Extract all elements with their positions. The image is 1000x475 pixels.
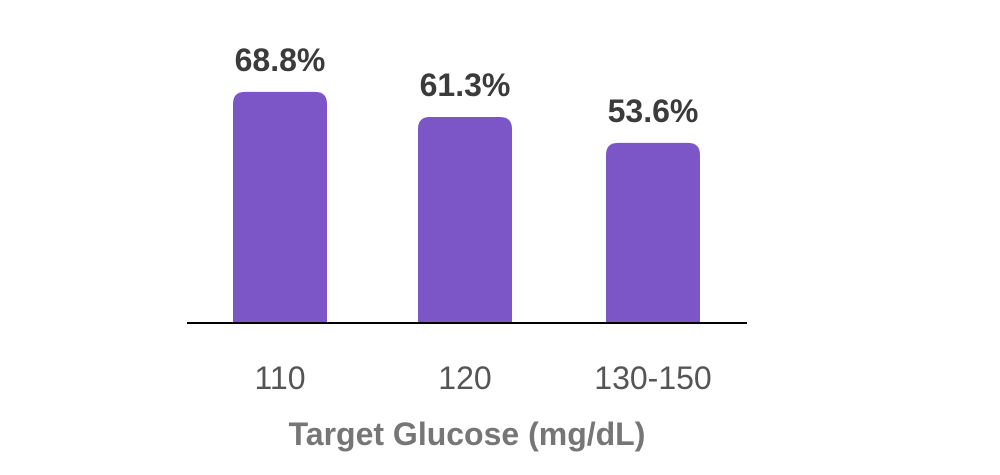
value-labels-group: 68.8% 61.3% 53.6% — [235, 42, 699, 129]
bar-110 — [233, 91, 327, 323]
x-tick-label-110: 110 — [254, 360, 305, 396]
x-axis-title: Target Glucose (mg/dL) — [289, 416, 646, 452]
x-tick-labels-group: 110 120 130-150 — [254, 360, 711, 396]
data-label-120: 61.3% — [420, 67, 511, 103]
bars-group — [233, 91, 700, 323]
data-label-110: 68.8% — [235, 42, 326, 78]
x-tick-label-130-150: 130-150 — [594, 360, 711, 396]
data-label-130-150: 53.6% — [608, 93, 699, 129]
bar-130-150 — [606, 142, 700, 323]
x-tick-label-120: 120 — [438, 360, 491, 396]
bar-120 — [418, 117, 512, 323]
